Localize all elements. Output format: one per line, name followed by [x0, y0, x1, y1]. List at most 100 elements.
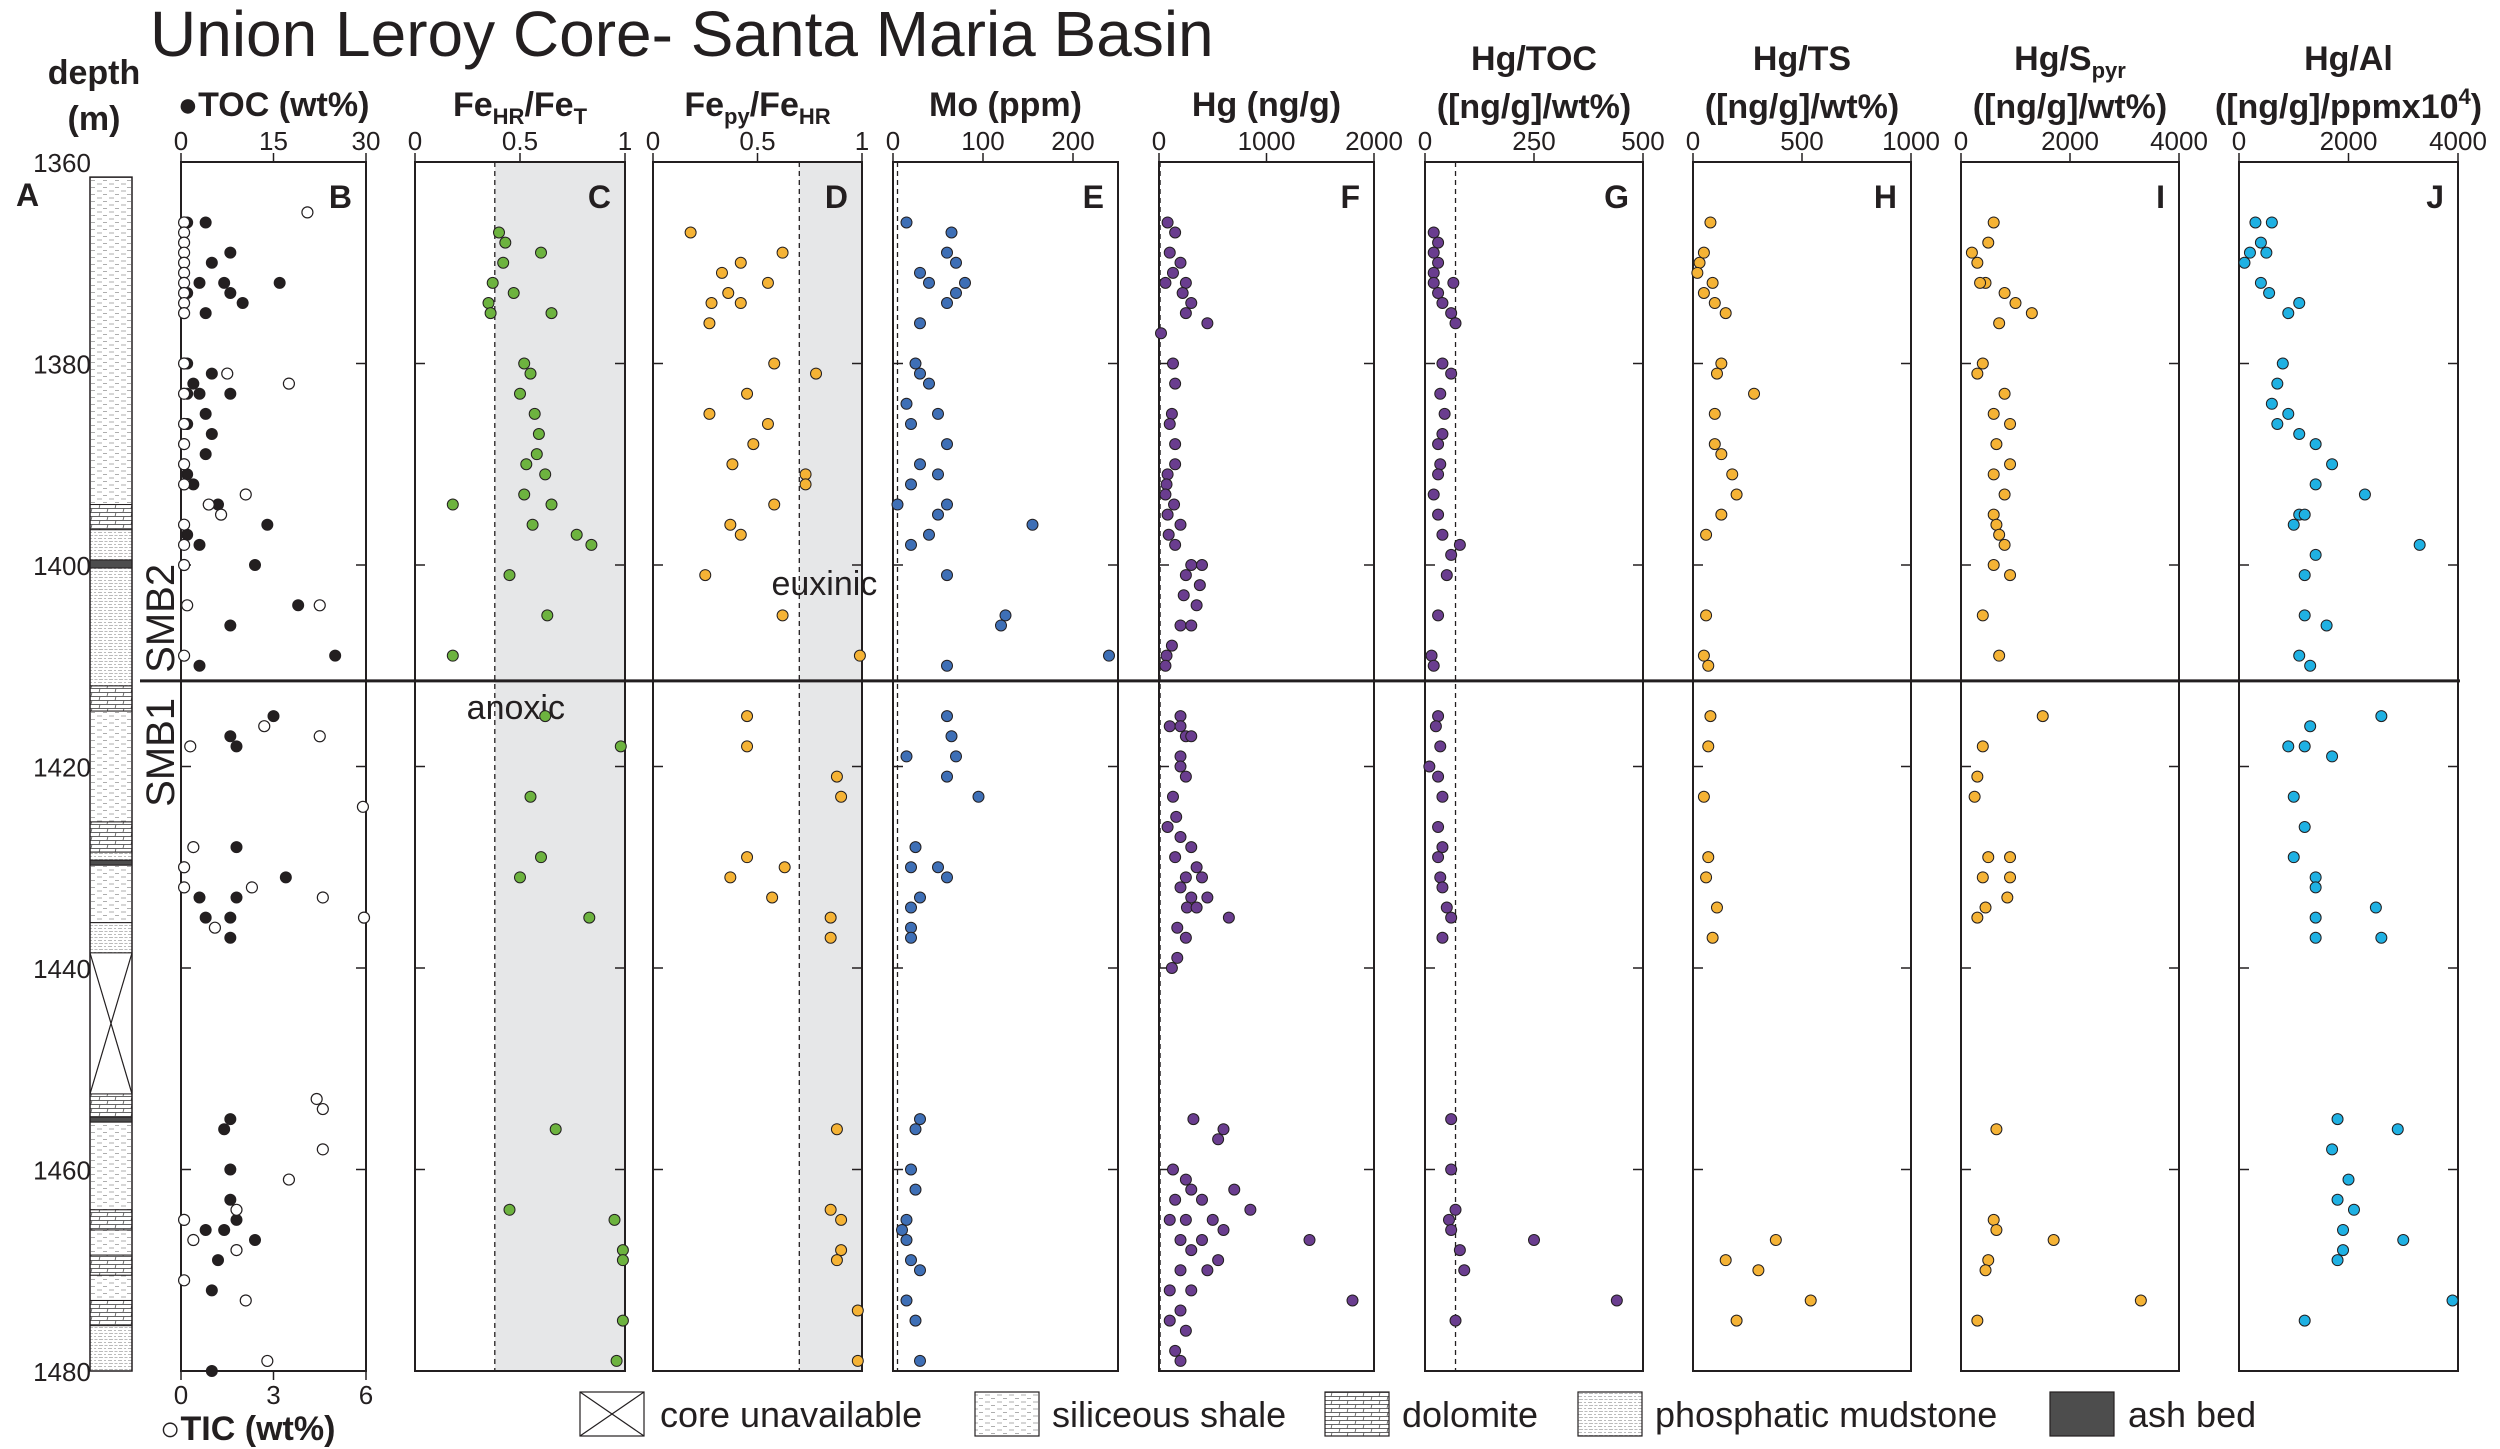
data-point — [224, 1163, 237, 1176]
data-point — [1434, 740, 1447, 753]
data-point — [1169, 538, 1182, 551]
x-tick-label: 200 — [1051, 126, 1094, 156]
data-point — [193, 276, 206, 289]
data-point — [482, 297, 495, 310]
data-point — [1987, 216, 2000, 229]
data-point — [520, 458, 533, 471]
data-point — [905, 921, 917, 934]
data-point — [1190, 861, 1203, 874]
data-point — [230, 740, 243, 753]
litho-interval-shale — [89, 1121, 133, 1211]
data-point — [1169, 377, 1182, 390]
data-point — [2298, 1314, 2311, 1327]
data-point — [1445, 1163, 1458, 1176]
shaded-region — [799, 162, 862, 1371]
data-point — [1185, 559, 1198, 571]
data-point — [941, 498, 953, 511]
data-point — [724, 518, 737, 531]
data-point — [1990, 1123, 2003, 1136]
data-point — [900, 1294, 913, 1307]
data-point — [2243, 246, 2256, 259]
data-point-open — [177, 246, 191, 259]
data-point — [1432, 770, 1445, 783]
data-point — [972, 790, 985, 803]
data-point-open — [357, 911, 371, 924]
data-point — [1432, 256, 1445, 269]
data-point — [835, 1244, 848, 1257]
data-point — [1196, 1193, 1208, 1206]
data-point — [1434, 871, 1447, 884]
data-point-open — [177, 387, 191, 400]
data-point — [830, 1254, 843, 1267]
data-point — [1436, 881, 1449, 894]
data-point — [545, 498, 558, 511]
data-point — [549, 1123, 562, 1136]
data-point — [1719, 1254, 1732, 1267]
data-point — [1185, 1183, 1198, 1196]
data-point-open — [356, 800, 370, 813]
data-point — [776, 246, 789, 259]
panel-f: 0 1000 2000 F Hg (ng/g) — [1152, 86, 1403, 1372]
data-point — [1971, 1314, 1984, 1327]
data-point — [507, 286, 520, 299]
data-point — [1161, 820, 1174, 833]
x-tick-label: 2000 — [1345, 126, 1403, 156]
data-point — [914, 458, 926, 471]
data-point — [1161, 468, 1174, 481]
data-point — [614, 740, 627, 753]
data-point — [1445, 1223, 1458, 1236]
data-point — [616, 1254, 629, 1267]
depth-label-line1: depth — [48, 54, 141, 92]
data-point — [230, 841, 243, 854]
data-point-open — [177, 1274, 191, 1287]
data-point — [329, 649, 342, 662]
data-point — [1726, 468, 1739, 481]
data-point — [199, 448, 212, 461]
data-point — [1968, 790, 1981, 803]
data-point — [1201, 1264, 1214, 1277]
data-point — [1971, 911, 1984, 924]
data-point — [905, 538, 917, 551]
data-point — [2298, 569, 2311, 582]
data-point — [950, 286, 962, 299]
panel-letter: D — [825, 179, 848, 215]
data-point — [616, 1314, 629, 1327]
data-point — [1185, 619, 1198, 632]
data-point — [1176, 286, 1189, 299]
data-point — [224, 246, 237, 259]
data-point — [1169, 1344, 1182, 1357]
data-point — [722, 286, 735, 299]
data-point — [932, 407, 944, 420]
data-point — [1427, 488, 1440, 501]
litho-interval-dolomite — [89, 1254, 133, 1276]
data-point — [1155, 327, 1167, 340]
data-point — [1445, 307, 1458, 320]
panel-e: 0 100 200 E Mo (ppm) — [886, 86, 1119, 1372]
data-point — [585, 538, 598, 551]
data-point — [2001, 891, 2014, 904]
data-point — [941, 438, 953, 451]
data-point — [199, 1223, 212, 1236]
data-point — [230, 891, 243, 904]
data-point — [2282, 307, 2295, 320]
data-point — [1244, 1203, 1257, 1216]
data-point — [199, 407, 212, 420]
data-point-open — [177, 458, 191, 471]
data-point — [1438, 407, 1451, 420]
data-point — [824, 931, 837, 944]
data-point — [530, 448, 543, 461]
data-point-open — [208, 921, 222, 934]
legend-swatch-phos — [1577, 1391, 1643, 1437]
data-point-open — [177, 357, 191, 370]
data-point — [2337, 1223, 2350, 1236]
data-point-open — [187, 1233, 200, 1247]
data-point — [2009, 297, 2022, 310]
data-point — [532, 428, 545, 441]
data-point — [539, 710, 552, 723]
data-point — [835, 790, 848, 803]
data-point — [1179, 871, 1192, 884]
data-point — [524, 367, 537, 380]
data-point — [205, 256, 218, 269]
data-point — [1432, 286, 1445, 299]
data-point — [193, 387, 206, 400]
